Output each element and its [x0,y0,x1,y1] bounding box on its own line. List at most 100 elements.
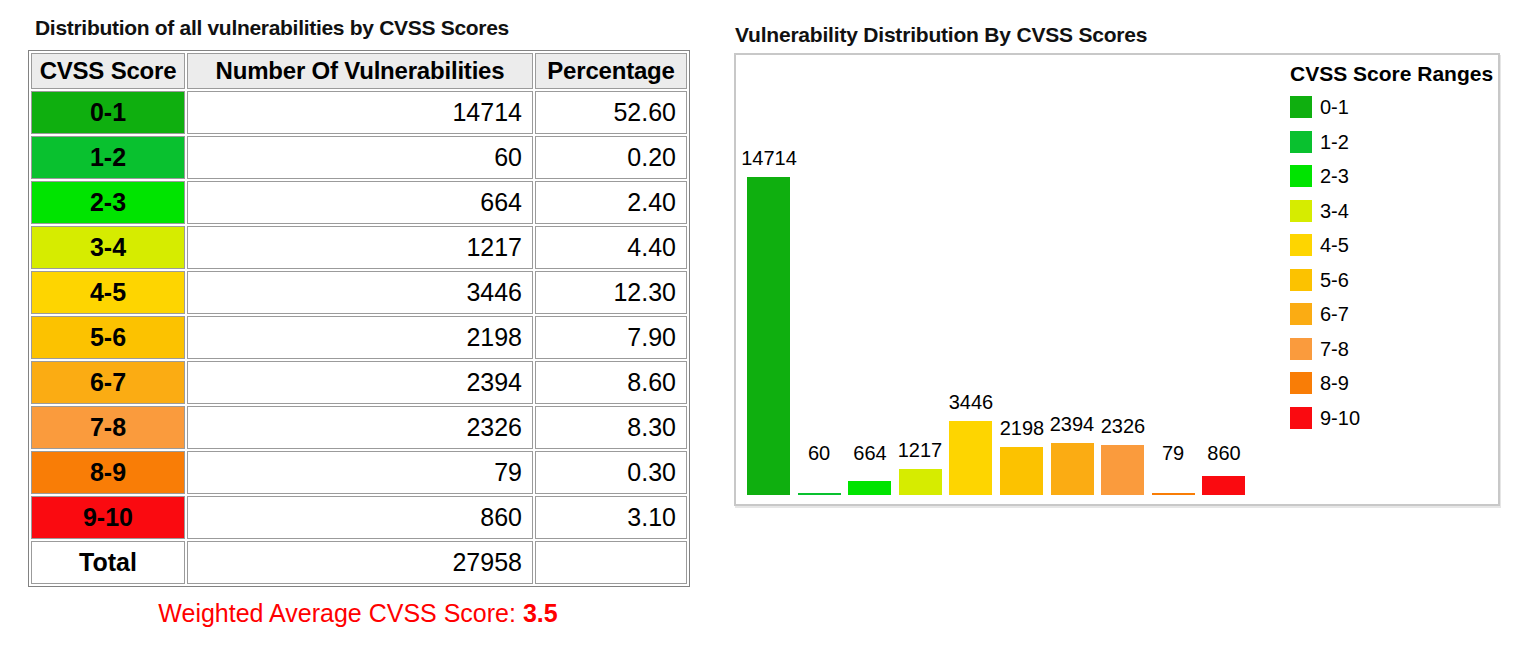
percentage-cell: 7.90 [535,316,687,359]
count-cell: 2394 [187,361,533,404]
bar-9-10 [1202,476,1245,495]
legend-label: 6-7 [1320,303,1349,325]
total-percentage-cell [535,541,687,584]
percentage-cell: 3.10 [535,496,687,539]
count-cell: 2326 [187,406,533,449]
table-row: 3-412174.40 [31,226,687,269]
legend-label: 7-8 [1320,338,1349,360]
col-header-percentage: Percentage [535,53,687,89]
legend-label: 0-1 [1320,96,1349,118]
legend-label: 5-6 [1320,269,1349,291]
legend-swatch-icon [1290,165,1312,187]
legend-label: 9-10 [1320,407,1360,429]
count-cell: 2198 [187,316,533,359]
table-row: 7-823268.30 [31,406,687,449]
bar-1-2 [798,493,841,495]
table-row: 0-11471452.60 [31,91,687,134]
legend-item-2-3: 2-3 [1290,165,1495,187]
bar-chart-panel: 14714606641217344621982394232679860 CVSS… [734,53,1500,506]
legend-swatch-icon [1290,303,1312,325]
col-header-score: CVSS Score [31,53,185,89]
count-cell: 664 [187,181,533,224]
legend-swatch-icon [1290,96,1312,118]
legend-swatch-icon [1290,200,1312,222]
percentage-cell: 8.30 [535,406,687,449]
total-count-cell: 27958 [187,541,533,584]
legend-swatch-icon [1290,131,1312,153]
weighted-average-caption: Weighted Average CVSS Score: 3.5 [28,599,688,628]
legend-swatch-icon [1290,269,1312,291]
percentage-cell: 8.60 [535,361,687,404]
percentage-cell: 12.30 [535,271,687,314]
score-range-cell: 9-10 [31,496,185,539]
count-cell: 60 [187,136,533,179]
legend-label: 1-2 [1320,131,1349,153]
legend-item-7-8: 7-8 [1290,338,1495,360]
score-range-cell: 7-8 [31,406,185,449]
percentage-cell: 2.40 [535,181,687,224]
table-row: 8-9790.30 [31,451,687,494]
legend-item-0-1: 0-1 [1290,96,1495,118]
legend-item-5-6: 5-6 [1290,269,1495,291]
weighted-average-label: Weighted Average CVSS Score: [158,599,523,627]
bar-8-9 [1152,493,1195,495]
score-range-cell: 6-7 [31,361,185,404]
table-row-total: Total 27958 [31,541,687,584]
percentage-cell: 0.20 [535,136,687,179]
chart-legend: CVSS Score Ranges 0-1 1-2 2-3 3-4 4-5 5-6 6-7 7… [1290,62,1495,441]
legend-label: 8-9 [1320,372,1349,394]
legend-title: CVSS Score Ranges [1290,62,1495,86]
legend-label: 3-4 [1320,200,1349,222]
cvss-table: CVSS Score Number Of Vulnerabilities Per… [28,50,690,587]
table-row: 1-2600.20 [31,136,687,179]
total-label-cell: Total [31,541,185,584]
count-cell: 860 [187,496,533,539]
legend-label: 2-3 [1320,165,1349,187]
score-range-cell: 8-9 [31,451,185,494]
report-page: Distribution of all vulnerabilities by C… [0,0,1536,646]
count-cell: 3446 [187,271,533,314]
bar-5-6 [1000,447,1043,495]
percentage-cell: 0.30 [535,451,687,494]
legend-swatch-icon [1290,338,1312,360]
bar-3-4 [899,469,942,495]
count-cell: 14714 [187,91,533,134]
legend-item-4-5: 4-5 [1290,234,1495,256]
cvss-table-body: 0-11471452.601-2600.202-36642.403-412174… [31,91,687,584]
count-cell: 79 [187,451,533,494]
legend-item-3-4: 3-4 [1290,200,1495,222]
col-header-count: Number Of Vulnerabilities [187,53,533,89]
bar-value-label: 860 [1164,442,1284,465]
chart-title: Vulnerability Distribution By CVSS Score… [735,23,1504,47]
table-title: Distribution of all vulnerabilities by C… [35,16,692,40]
bar-value-label: 3446 [911,391,1031,414]
score-range-cell: 3-4 [31,226,185,269]
legend-items: 0-1 1-2 2-3 3-4 4-5 5-6 6-7 7-8 8-9 9-10 [1290,96,1495,429]
legend-item-6-7: 6-7 [1290,303,1495,325]
table-row: 6-723948.60 [31,361,687,404]
score-range-cell: 5-6 [31,316,185,359]
legend-swatch-icon [1290,372,1312,394]
score-range-cell: 4-5 [31,271,185,314]
legend-item-9-10: 9-10 [1290,407,1495,429]
percentage-cell: 52.60 [535,91,687,134]
bar-value-label: 14714 [709,147,829,170]
legend-item-8-9: 8-9 [1290,372,1495,394]
score-range-cell: 1-2 [31,136,185,179]
table-row: 9-108603.10 [31,496,687,539]
bar-value-label: 2326 [1063,415,1183,438]
table-header-row: CVSS Score Number Of Vulnerabilities Per… [31,53,687,89]
score-range-cell: 0-1 [31,91,185,134]
table-row: 5-621987.90 [31,316,687,359]
percentage-cell: 4.40 [535,226,687,269]
legend-swatch-icon [1290,234,1312,256]
score-range-cell: 2-3 [31,181,185,224]
legend-label: 4-5 [1320,234,1349,256]
count-cell: 1217 [187,226,533,269]
cvss-table-section: Distribution of all vulnerabilities by C… [28,16,692,628]
bar-6-7 [1051,443,1094,495]
bar-2-3 [848,481,891,495]
table-row: 2-36642.40 [31,181,687,224]
legend-item-1-2: 1-2 [1290,131,1495,153]
cvss-chart-section: Vulnerability Distribution By CVSS Score… [734,23,1504,506]
